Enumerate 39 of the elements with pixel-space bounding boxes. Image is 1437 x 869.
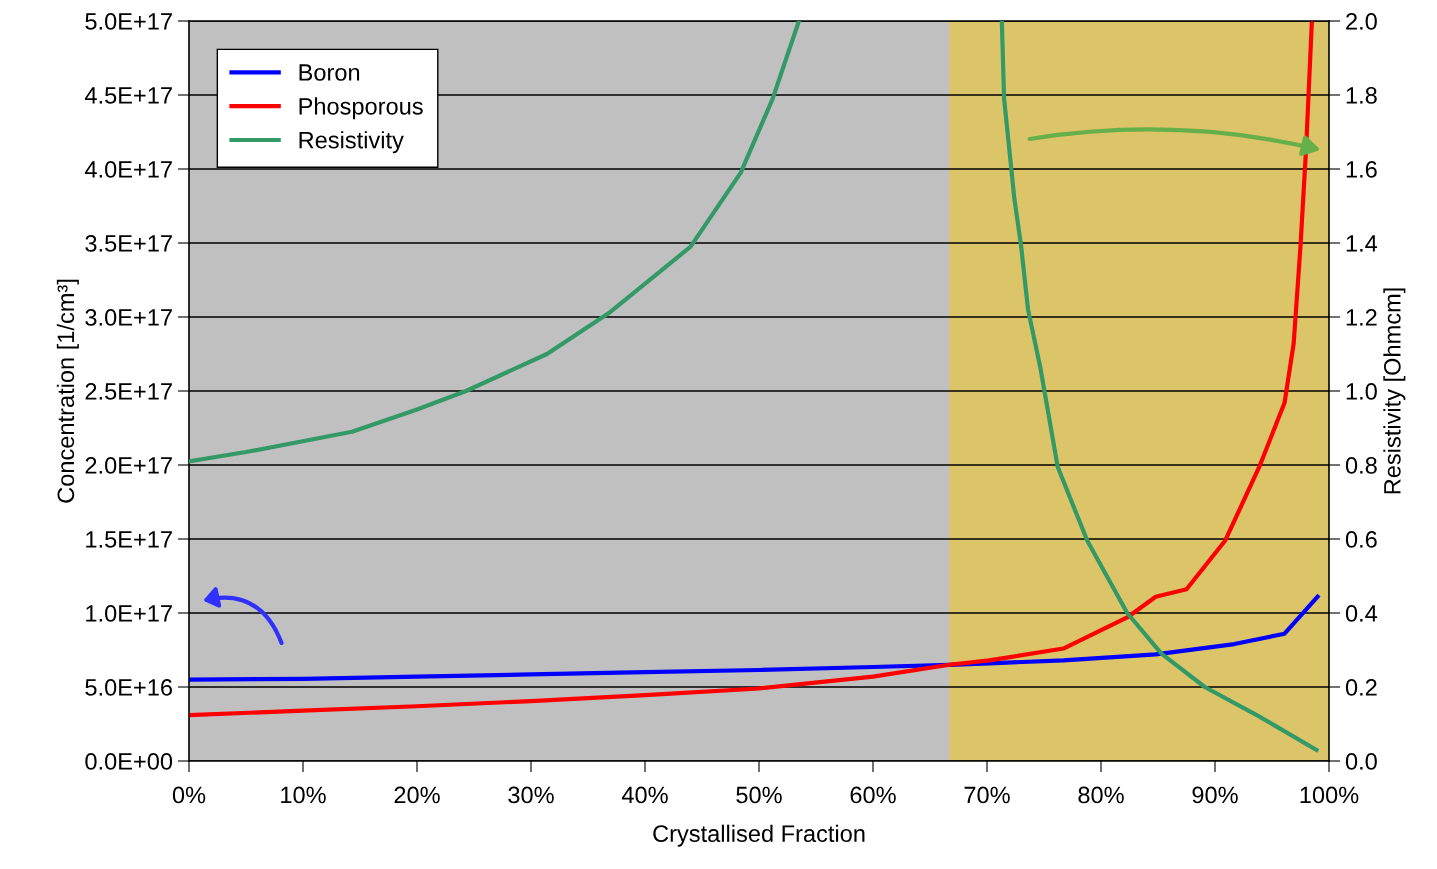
y2-tick-label: 1.8 (1346, 87, 1377, 104)
x-axis-title: Crystallised Fraction (653, 824, 865, 847)
x-tick-label: 50% (736, 786, 782, 804)
x-tick-label: 40% (621, 786, 668, 804)
y2-tick-label: 2.0 (1346, 13, 1377, 30)
y-tick-label: 3.5E+17 (85, 235, 172, 252)
y-axis-title: Concentration [1/cm³] (56, 279, 79, 503)
y-tick-label: 2.0E+17 (85, 457, 172, 474)
y2-tick-label: 0.4 (1345, 605, 1378, 622)
y-tick-label: 4.0E+17 (84, 161, 172, 178)
y2-tick-label: 0.6 (1345, 531, 1377, 548)
y2-tick-label: 1.6 (1346, 161, 1377, 178)
y-tick-label: 5.0E+17 (85, 13, 172, 30)
y-tick-label: 2.5E+17 (85, 383, 172, 400)
y2-tick-label: 0.8 (1345, 457, 1377, 474)
y2-tick-label: 0.0 (1345, 753, 1377, 770)
x-tick-label: 20% (394, 786, 440, 804)
y2-axis-title: Resistivity [Ohmcm] (1383, 288, 1406, 494)
y2-tick-label: 1.2 (1346, 309, 1377, 326)
x-tick-label: 0% (172, 786, 206, 804)
legend-label: Phosporous (299, 97, 423, 120)
x-tick-label: 10% (281, 786, 326, 804)
y-tick-label: 1.0E+17 (86, 605, 172, 622)
legend-label: Resistivity (299, 131, 404, 154)
y2-tick-label: 1.4 (1346, 235, 1378, 252)
y-tick-label: 0.0E+00 (85, 753, 173, 770)
legend-label: Boron (299, 64, 360, 81)
y-tick-label: 1.5E+17 (86, 531, 172, 548)
y2-tick-label: 1.0 (1346, 383, 1377, 400)
y-tick-label: 3.0E+17 (85, 309, 172, 326)
x-tick-label: 70% (964, 786, 1010, 804)
y2-tick-label: 0.2 (1345, 679, 1377, 696)
x-tick-label: 30% (508, 786, 554, 804)
y-tick-label: 5.0E+16 (85, 679, 172, 696)
x-tick-label: 100% (1300, 786, 1359, 804)
y-tick-label: 4.5E+17 (84, 87, 172, 104)
x-tick-label: 90% (1192, 786, 1238, 804)
x-tick-label: 80% (1078, 786, 1124, 804)
x-tick-label: 60% (850, 786, 896, 804)
